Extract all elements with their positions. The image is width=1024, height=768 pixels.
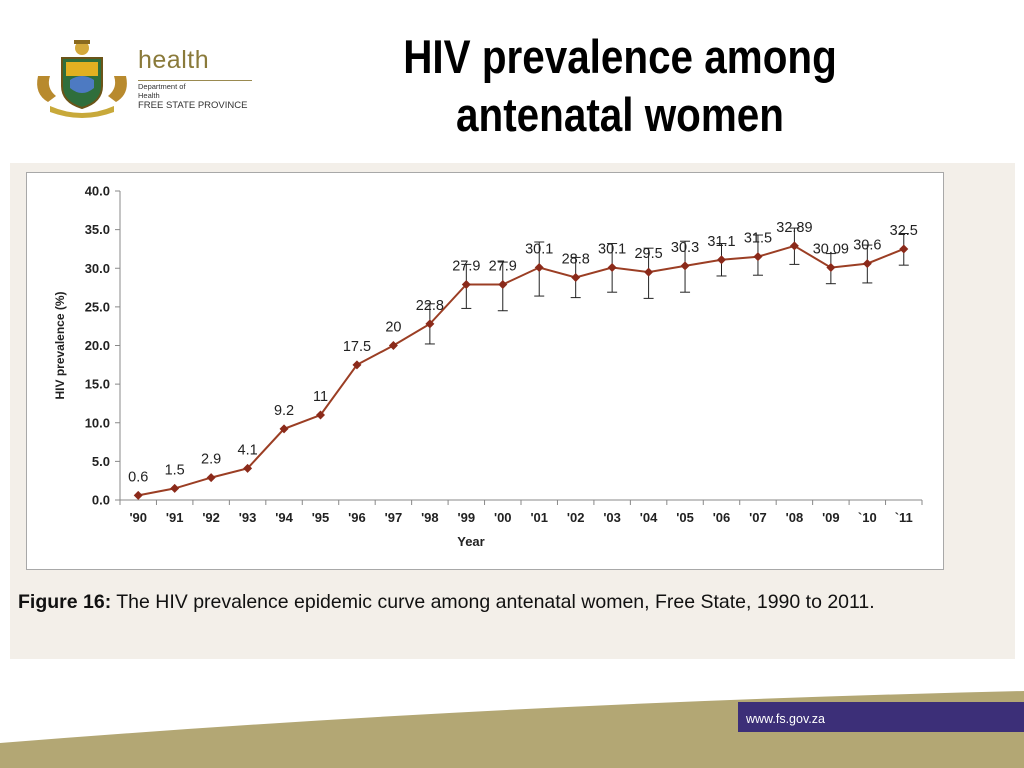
data-point-marker (425, 319, 435, 329)
y-axis-title: HIV prevalence (%) (53, 291, 67, 399)
footer-decoration (0, 686, 1024, 768)
department-logo: health Department of Health FREE STATE P… (30, 36, 270, 122)
x-tick-label: '96 (348, 510, 366, 525)
data-label: 20 (385, 320, 401, 336)
data-point-marker (607, 262, 617, 272)
x-tick-label: '90 (129, 510, 147, 525)
data-point-marker (644, 267, 654, 277)
data-label: 27.9 (489, 258, 517, 274)
data-label: 0.6 (128, 469, 148, 485)
slide-title: HIV prevalence among antenatal women (345, 28, 895, 144)
slide-title-line-1: HIV prevalence among (403, 30, 837, 83)
y-tick-label: 35.0 (85, 222, 110, 237)
data-label: 9.2 (274, 403, 294, 419)
y-tick-label: 10.0 (85, 415, 110, 430)
x-tick-label: '92 (202, 510, 220, 525)
y-tick-label: 30.0 (85, 261, 110, 276)
data-point-marker (316, 410, 325, 420)
data-point-marker (279, 424, 289, 434)
data-point-marker (461, 279, 471, 289)
data-label: 17.5 (343, 339, 371, 355)
data-point-marker (571, 273, 581, 283)
caption-text: The HIV prevalence epidemic curve among … (116, 591, 875, 613)
data-point-marker (826, 263, 836, 273)
x-tick-label: '01 (530, 510, 548, 525)
data-label: 27.9 (452, 258, 480, 274)
x-axis-title: Year (457, 534, 484, 549)
data-point-marker (498, 279, 508, 289)
data-point-marker (862, 259, 872, 269)
y-tick-label: 15.0 (85, 377, 110, 392)
data-label: 30.3 (671, 240, 699, 256)
x-tick-label: '04 (640, 510, 658, 525)
data-point-marker (133, 490, 143, 500)
slide-title-line-2: antenatal women (456, 88, 784, 141)
x-tick-label: '91 (166, 510, 184, 525)
x-tick-label: '06 (713, 510, 731, 525)
brand-province: FREE STATE PROVINCE (138, 100, 248, 111)
coat-of-arms-icon (37, 40, 127, 118)
y-tick-label: 5.0 (92, 454, 110, 469)
data-label: 11 (313, 389, 328, 405)
footer-url: www.fs.gov.za (746, 712, 825, 726)
x-tick-label: '09 (822, 510, 840, 525)
data-point-marker (243, 463, 253, 473)
data-label: 1.5 (165, 462, 185, 478)
brand-divider (138, 80, 252, 81)
x-tick-label: '97 (385, 510, 403, 525)
x-tick-label: '00 (494, 510, 512, 525)
x-tick-label: '99 (458, 510, 476, 525)
data-point-marker (789, 241, 799, 251)
data-label: 31.5 (744, 231, 772, 247)
caption-label: Figure 16: (18, 591, 112, 613)
data-label: 32.5 (890, 223, 918, 239)
y-tick-label: 0.0 (92, 493, 110, 508)
x-tick-label: '95 (312, 510, 330, 525)
figure-caption: Figure 16: The HIV prevalence epidemic c… (18, 590, 1008, 614)
data-label: 22.8 (416, 298, 444, 314)
data-label: 32.89 (776, 220, 812, 236)
x-tick-label: '93 (239, 510, 257, 525)
data-label: 30.09 (813, 242, 849, 258)
x-tick-label: `11 (895, 510, 913, 525)
x-tick-label: '07 (749, 510, 767, 525)
data-point-marker (680, 261, 690, 271)
x-tick-label: `10 (858, 510, 877, 525)
series-line (138, 244, 905, 497)
data-label: 28.8 (562, 252, 590, 268)
data-label: 30.1 (525, 241, 553, 257)
y-tick-label: 25.0 (85, 299, 110, 314)
data-point-marker (899, 244, 909, 254)
x-tick-label: '08 (786, 510, 804, 525)
brand-line-2: Health (138, 90, 160, 100)
data-label: 4.1 (238, 442, 258, 458)
brand-word: health (138, 46, 210, 74)
footer-white-stripe (0, 686, 1024, 743)
x-tick-label: '94 (275, 510, 293, 525)
y-tick-label: 20.0 (85, 338, 110, 353)
data-label: 31.1 (707, 234, 735, 250)
footer-url-bar (738, 702, 1024, 732)
data-point-marker (534, 262, 544, 272)
x-tick-label: '05 (676, 510, 694, 525)
data-point-marker (753, 252, 763, 262)
y-tick-label: 40.0 (85, 184, 110, 199)
brand-department: Department of Health (138, 82, 186, 100)
x-tick-label: '02 (567, 510, 585, 525)
x-tick-label: '98 (421, 510, 439, 525)
data-point-marker (717, 255, 726, 265)
x-tick-label: '03 (603, 510, 621, 525)
data-point-marker (170, 483, 180, 493)
data-label: 30.6 (853, 238, 881, 254)
brand-line-1: Department of (138, 82, 186, 91)
data-point-marker (388, 341, 398, 350)
data-point-marker (352, 360, 362, 370)
data-point-marker (206, 473, 216, 483)
data-label: 29.5 (634, 246, 662, 262)
hiv-prevalence-chart: 0.0 5.0 10.0 15.0 20.0 25.0 30.0 35.0 40.0 '90 '91… (53, 184, 923, 549)
data-label: 30.1 (598, 241, 626, 257)
data-label: 2.9 (201, 452, 221, 468)
